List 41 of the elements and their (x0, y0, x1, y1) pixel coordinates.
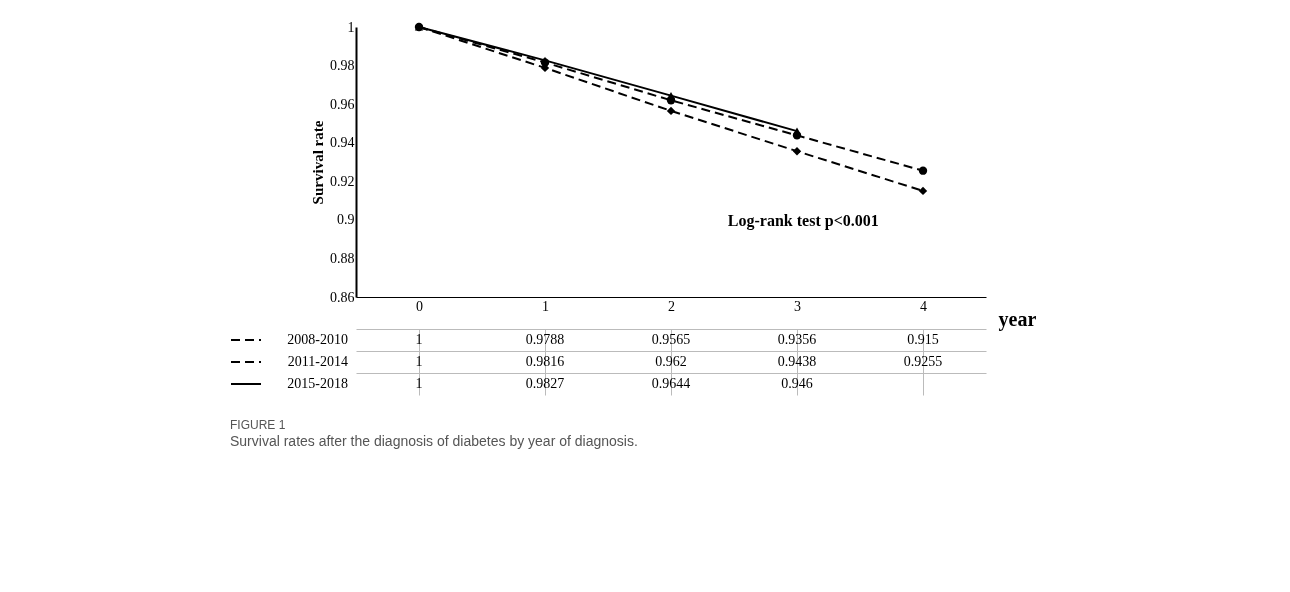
data-label: 0.9438 (777, 354, 817, 369)
data-label: 0.946 (781, 376, 813, 391)
legend-label: 2015-2018 (287, 376, 348, 391)
y-tick-label: 0.9 (337, 212, 355, 228)
x-axis-title: year (998, 307, 1037, 331)
data-label: 1 (415, 354, 423, 369)
y-tick-label: 0.98 (330, 58, 355, 74)
text: Survival rates after the diagnosis of diabetes by year of diagnosis. (230, 433, 638, 449)
data-label: 1 (415, 332, 423, 347)
data-label: 0.9644 (651, 376, 691, 391)
x-tick-label: 0 (416, 298, 423, 314)
legend-label: 2011-2014 (287, 354, 348, 369)
data-label: 0.9565 (651, 332, 691, 347)
data-label: 0.9788 (525, 332, 565, 347)
legend-label: 2008-2010 (287, 332, 348, 347)
text: FIGURE 1 (230, 418, 286, 432)
data-label: 0.9356 (777, 332, 817, 347)
point (918, 166, 928, 175)
point (792, 147, 802, 156)
data-label: 0.915 (907, 332, 939, 347)
y-tick-label: 0.96 (330, 96, 355, 112)
x-tick-label: 4 (920, 298, 927, 314)
x-tick-label: 2 (668, 298, 675, 314)
point (792, 127, 802, 135)
data-label: 1 (415, 376, 423, 391)
point (666, 106, 676, 116)
y-tick-label: 0.92 (330, 173, 355, 189)
point (918, 186, 928, 196)
data-label: 0.9816 (525, 354, 565, 369)
y-tick-label: 0.86 (330, 289, 355, 305)
x-tick-label: 1 (542, 298, 549, 314)
data-label: 0.9255 (903, 354, 943, 369)
y-tick-label: 0.94 (330, 135, 355, 151)
data-label: 0.962 (655, 354, 687, 369)
y-axis-title: Survival rate (310, 120, 326, 205)
annotation: Log-rank test p<0.001 (727, 212, 879, 231)
y-tick-label: 1 (347, 19, 355, 35)
data-label: 0.9827 (525, 376, 565, 391)
point (666, 92, 676, 100)
y-tick-label: 0.88 (330, 250, 355, 266)
x-tick-label: 3 (794, 298, 801, 314)
